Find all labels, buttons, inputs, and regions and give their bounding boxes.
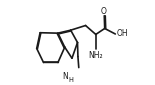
Text: O: O: [101, 7, 107, 16]
Text: H: H: [68, 77, 73, 83]
Text: NH₂: NH₂: [89, 51, 103, 60]
Text: OH: OH: [116, 29, 128, 39]
Text: N: N: [62, 72, 68, 81]
